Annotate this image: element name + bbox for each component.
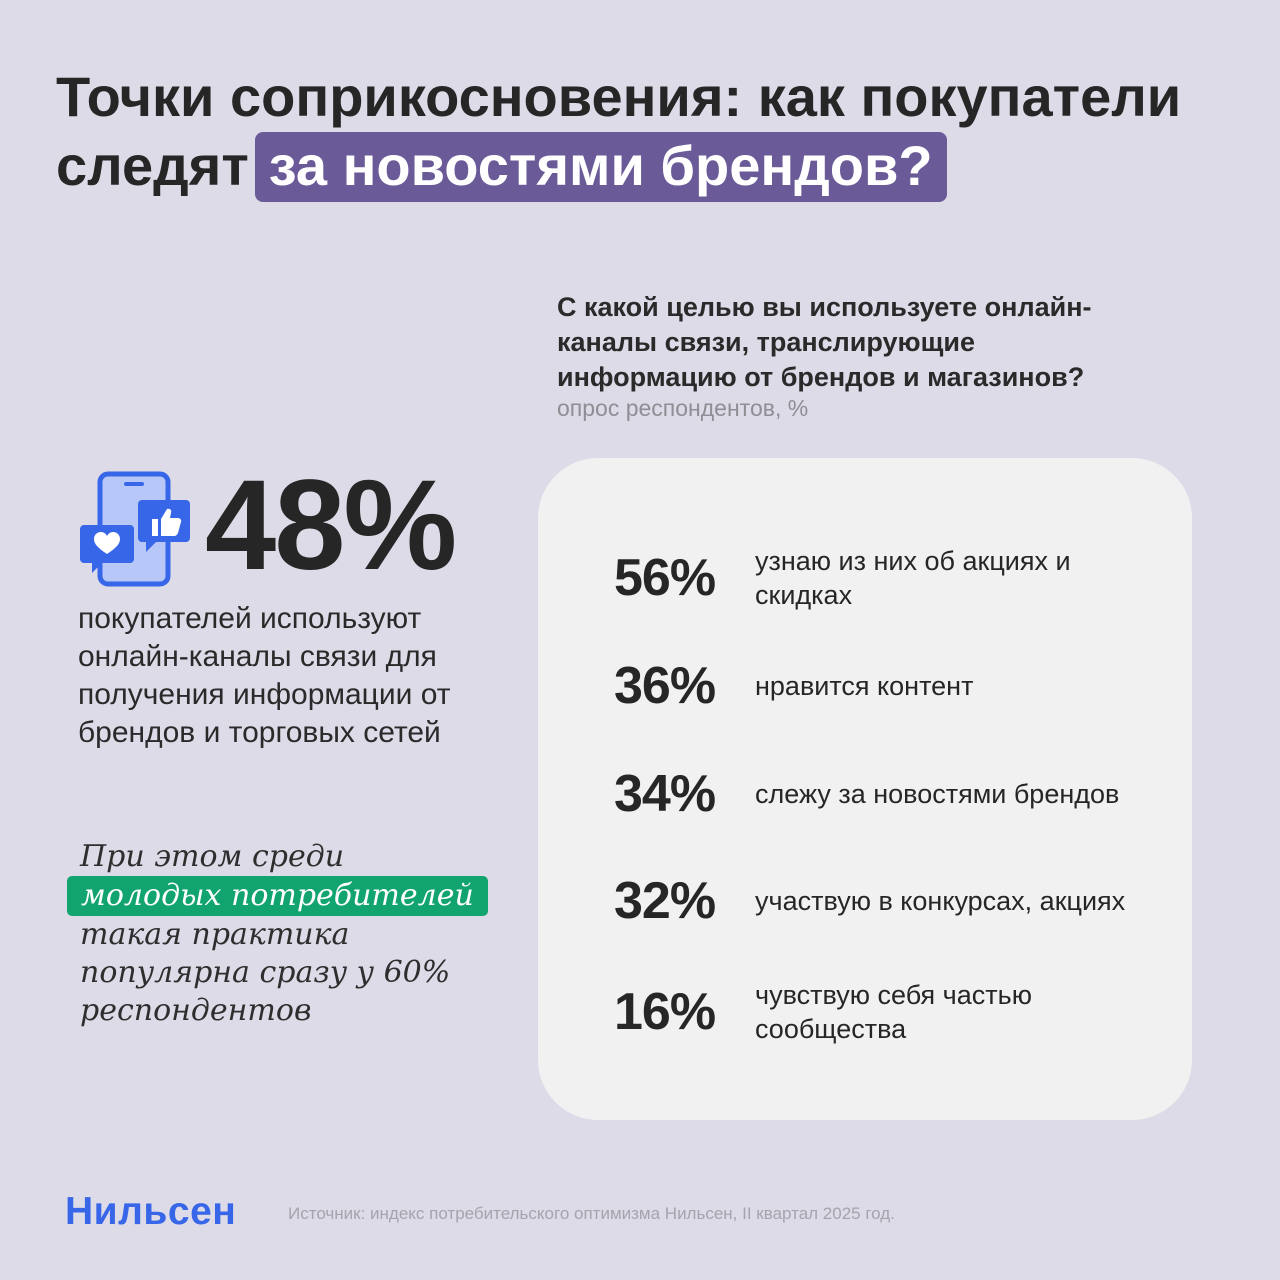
result-label: слежу за новостями брендов: [755, 779, 1120, 809]
youth-note: При этом среди молодых потребителей така…: [67, 838, 520, 1030]
note-line-5: респондентов: [80, 993, 312, 1028]
result-row: 36% нравится контент: [614, 641, 1154, 731]
survey-subtitle: опрос респондентов, %: [557, 395, 809, 421]
result-label: узнаю из них об акциях и скидках: [755, 546, 1071, 610]
title-line-1: Точки соприкосновения: как покупатели: [56, 65, 1182, 128]
page-title: Точки соприкосновения: как покупатели сл…: [56, 62, 1181, 202]
result-percent: 56%: [614, 549, 716, 607]
note-line-2: молодых потребителей: [67, 876, 520, 916]
survey-question: С какой целью вы используете онлайн- кан…: [557, 290, 1177, 395]
result-row: 16% чувствую себя частью сообщества: [614, 967, 1154, 1057]
result-label: нравится контент: [755, 671, 974, 701]
note-highlight: молодых потребителей: [67, 876, 488, 916]
title-line-2: следят за новостями брендов?: [56, 131, 1181, 202]
headline-percent: 48%: [205, 454, 457, 597]
source-note: Источник: индекс потребительского оптими…: [288, 1204, 895, 1223]
result-label: чувствую себя частью сообщества: [755, 980, 1032, 1044]
result-row: 32% участвую в конкурсах, акциях: [614, 856, 1154, 946]
question-line-2: каналы связи, транслирующие: [557, 327, 976, 357]
result-row: 56% узнаю из них об акциях и скидках: [614, 533, 1154, 623]
result-percent: 34%: [614, 765, 716, 823]
result-label: участвую в конкурсах, акциях: [755, 886, 1126, 916]
result-row: 34% слежу за новостями брендов: [614, 749, 1154, 839]
note-line-4: популярна сразу у 60%: [80, 955, 451, 990]
headline-description: покупателей используют онлайн-каналы свя…: [78, 602, 451, 749]
question-line-3: информацию от брендов и магазинов?: [557, 362, 1085, 392]
result-percent: 32%: [614, 872, 716, 930]
result-percent: 36%: [614, 657, 716, 715]
note-line-3: такая практика: [80, 917, 350, 952]
title-line-2-prefix: следят: [56, 134, 249, 197]
nielsen-logo: Нильсен: [65, 1190, 237, 1233]
note-line-1: При этом среди: [80, 839, 345, 874]
title-highlight: за новостями брендов?: [254, 132, 947, 202]
result-percent: 16%: [614, 983, 716, 1041]
question-line-1: С какой целью вы используете онлайн-: [557, 292, 1092, 322]
survey-results-card: 56% узнаю из них об акциях и скидках 36%…: [538, 458, 1192, 1120]
phone-chat-like-heart-icon: [80, 470, 192, 588]
